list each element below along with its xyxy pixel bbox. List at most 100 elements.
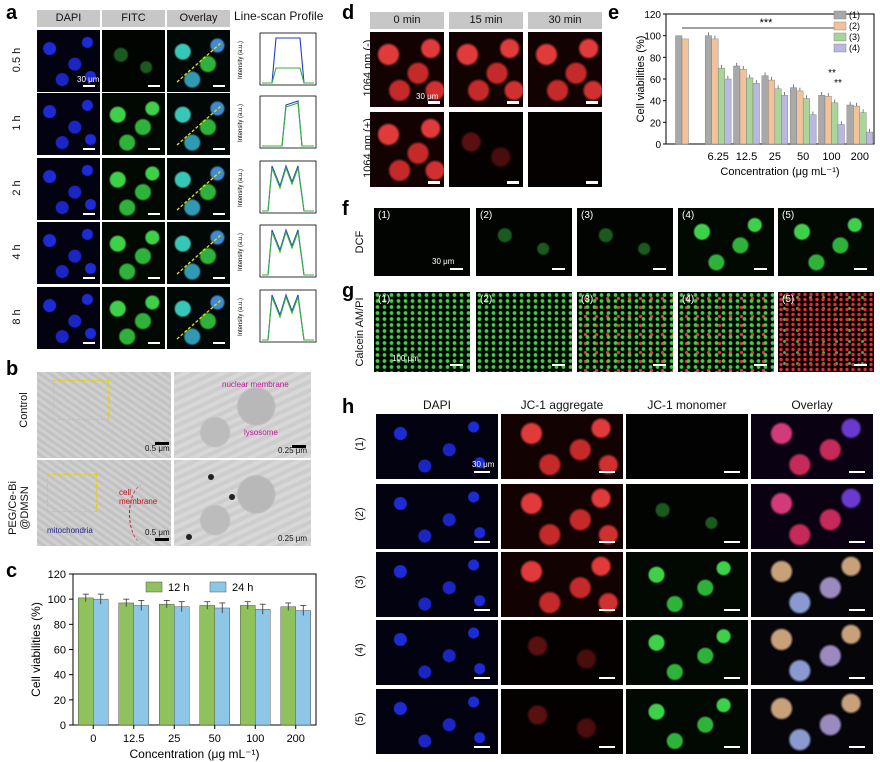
- panel-d-header-30: 30 min: [528, 12, 602, 29]
- line-scan-path: [176, 41, 223, 83]
- bar-2-12.5: [746, 77, 754, 145]
- scale-bar: [849, 471, 865, 473]
- x-tick-label: 25: [769, 151, 781, 163]
- scale-bar: [474, 609, 490, 611]
- scale-label: 100 μm: [392, 354, 419, 363]
- scale-bar: [428, 101, 440, 104]
- d-img-on-0: [370, 112, 444, 187]
- panel-a-image: [37, 93, 100, 155]
- panel-a-header-dapi: DAPI: [37, 10, 100, 27]
- scale-bar: [849, 746, 865, 748]
- plot-frame: [72, 573, 317, 726]
- well-label: (3): [581, 294, 594, 305]
- line-scan-path: [176, 104, 223, 146]
- jc1-image: [501, 414, 623, 479]
- bar-0-100: [818, 95, 826, 145]
- scale-bar: [754, 268, 767, 270]
- panel-a-image: [167, 158, 230, 220]
- panel-c-label: c: [6, 560, 18, 582]
- bar-3-50: [809, 114, 817, 145]
- jc1-image: [751, 484, 873, 549]
- bar-12h-0: [78, 597, 94, 726]
- scale-bar: [474, 541, 490, 543]
- y-tick-label: 20: [650, 118, 662, 129]
- bar-12h-100: [240, 605, 256, 726]
- panel-a-image: [37, 222, 100, 284]
- line-scan-profile: Intensity (a.u.): [238, 160, 317, 214]
- scale-label: 0.5 μm: [145, 528, 170, 537]
- tem-control-high: nuclear membrane lysosome 0.25 μm: [174, 372, 311, 458]
- scale-bar: [599, 471, 615, 473]
- x-tick-label: 25: [168, 733, 180, 745]
- panel-d-label: d: [342, 2, 355, 24]
- bar-2-25: [774, 88, 782, 145]
- x-tick-label: 100: [822, 151, 840, 163]
- y-tick-label: 120: [644, 10, 661, 21]
- bar-1-50: [796, 90, 804, 145]
- jc1-image: [376, 689, 498, 754]
- control-bar: [675, 35, 683, 145]
- x-tick-label: 6.25: [707, 151, 728, 163]
- d-img-off-30: [528, 32, 602, 107]
- significance-mark: **: [834, 78, 842, 89]
- y-tick-label: 40: [650, 97, 662, 108]
- well-label: (2): [480, 210, 493, 221]
- annotation-lysosome: lysosome: [244, 428, 278, 437]
- legend-label: (2): [849, 21, 860, 31]
- annotation-mitochondria: mitochondria: [47, 526, 93, 535]
- dcf-image: (4): [678, 208, 774, 276]
- d-img-on-15: [449, 112, 523, 187]
- scale-bar: [599, 677, 615, 679]
- panel-h-header-overlay: Overlay: [791, 398, 833, 412]
- scale-bar: [474, 746, 490, 748]
- line-scan-profile: Intensity (a.u.): [238, 95, 317, 149]
- scale-bar: [552, 268, 565, 270]
- bar-24h-50: [214, 607, 230, 726]
- svg-text:Intensity (a.u.): Intensity (a.u.): [238, 298, 244, 336]
- scale-bar: [213, 342, 225, 344]
- scale-label: 30 μm: [77, 75, 100, 84]
- jc1-image: [751, 552, 873, 617]
- y-tick-label: 60: [54, 645, 66, 657]
- well-label: (2): [480, 294, 493, 305]
- bar-1-100: [824, 96, 832, 145]
- scale-label: 0.25 μm: [278, 534, 308, 543]
- x-tick-label: 100: [246, 733, 264, 745]
- jc1-image: [751, 620, 873, 685]
- live-dead-image: (4): [678, 292, 774, 372]
- scale-bar: [724, 609, 740, 611]
- panel-a-row-label: 0.5 h: [11, 47, 23, 73]
- line-scan-path: [176, 169, 223, 211]
- panel-b-row-treated: PEG/Ce-Bi @DMSN: [7, 481, 31, 535]
- scale-bar: [507, 181, 519, 184]
- bar-24h-0: [93, 598, 109, 726]
- dcf-image: (1) 30 μm: [374, 208, 470, 276]
- tem-treated-high: 0.25 μm: [174, 460, 311, 546]
- scale-bar: [428, 181, 440, 184]
- panel-a-image: [167, 222, 230, 284]
- scale-bar: [83, 213, 95, 215]
- panel-a-image: [167, 287, 230, 349]
- x-tick-label: 12.5: [123, 733, 144, 745]
- scale-bar: [724, 541, 740, 543]
- y-tick-label: 20: [54, 695, 66, 707]
- scale-bar: [599, 746, 615, 748]
- panel-h-row-label: (1): [354, 437, 366, 451]
- scale-bar: [148, 342, 160, 344]
- scale-bar: [599, 541, 615, 543]
- annotation-cell-membrane: cell membrane: [119, 488, 158, 506]
- live-dead-image: (2): [476, 292, 572, 372]
- y-tick-label: 100: [48, 594, 66, 606]
- jc1-image: [626, 689, 748, 754]
- well-label: (4): [682, 210, 695, 221]
- well-label: (3): [581, 210, 594, 221]
- well-label: (5): [782, 294, 795, 305]
- scale-bar: [213, 148, 225, 150]
- panel-a-image: [102, 93, 165, 155]
- x-axis-label: Concentration (μg mL⁻¹): [720, 166, 839, 178]
- panel-a-image: [167, 30, 230, 92]
- svg-text:Intensity (a.u.): Intensity (a.u.): [238, 41, 244, 79]
- scale-bar: [854, 268, 867, 270]
- d-img-off-0: 30 μm: [370, 32, 444, 107]
- panel-h-label: h: [342, 396, 355, 418]
